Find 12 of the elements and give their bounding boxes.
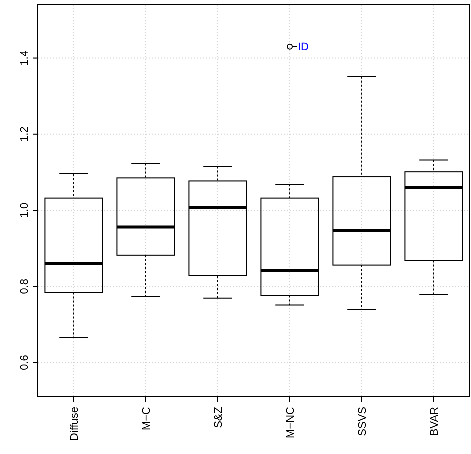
x-tick-label: S&Z — [212, 406, 225, 428]
x-tick-label: M−NC — [284, 406, 297, 438]
x-tick-label: M−C — [140, 406, 153, 431]
y-tick-label: 1.0 — [19, 202, 31, 218]
x-tick-label: BVAR — [428, 406, 441, 436]
y-tick-label: 0.6 — [19, 355, 31, 370]
y-tick-label: 1.4 — [19, 50, 31, 66]
x-tick-label: SSVS — [356, 407, 369, 436]
x-tick-label: Diffuse — [68, 407, 81, 442]
y-tick-label: 0.8 — [19, 278, 31, 294]
annotation: ID — [298, 42, 310, 54]
y-tick-label: 1.2 — [19, 126, 31, 142]
